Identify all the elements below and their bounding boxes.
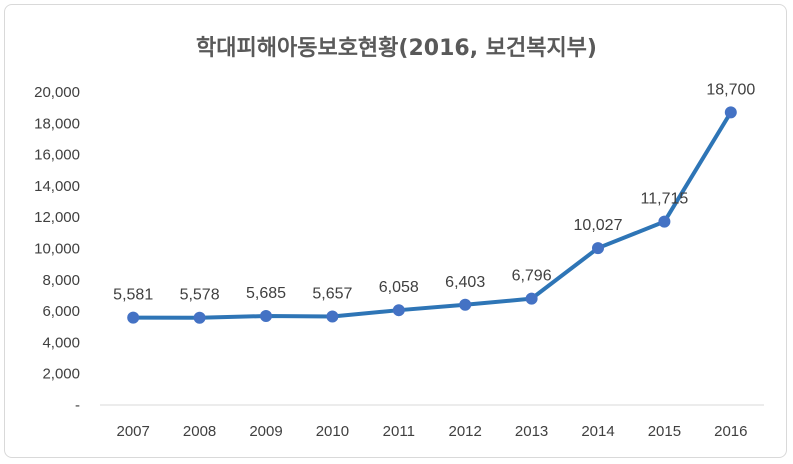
data-labels: 5,581 5,578 5,685 5,657 6,058 6,403 6,796 10,02… — [113, 81, 755, 303]
x-tick-label: 2014 — [581, 423, 614, 440]
data-label: 5,657 — [312, 285, 352, 302]
data-point — [592, 242, 604, 255]
data-point — [260, 310, 272, 323]
series-markers — [127, 106, 737, 324]
y-tick-label: 18,000 — [34, 115, 80, 132]
data-label: 5,578 — [180, 287, 220, 304]
data-label: 11,715 — [641, 191, 689, 208]
data-point — [326, 310, 339, 323]
data-label: 6,058 — [379, 279, 419, 296]
y-tick-label: 4,000 — [42, 334, 80, 351]
data-point — [127, 311, 140, 324]
x-tick-label: 2010 — [316, 423, 349, 440]
chart-frame — [4, 4, 787, 458]
x-tick-label: 2016 — [714, 423, 747, 440]
data-point — [193, 311, 206, 324]
x-tick-label: 2013 — [515, 423, 548, 440]
chart-title: 학대피해아동보호현황(2016, 보건복지부) — [196, 36, 597, 61]
data-label: 6,403 — [445, 274, 485, 291]
x-tick-label: 2009 — [249, 423, 282, 440]
data-point — [658, 215, 671, 228]
x-tick-label: 2007 — [117, 423, 150, 440]
x-axis-ticks: 2007 2008 2009 2010 2011 2012 2013 2014 2015 2016 — [117, 423, 748, 440]
y-tick-label: 2,000 — [42, 366, 80, 383]
x-tick-label: 2015 — [648, 423, 681, 440]
y-tick-label: 14,000 — [34, 178, 80, 195]
data-point — [392, 304, 405, 317]
data-label: 10,027 — [574, 217, 623, 234]
data-label: 18,700 — [706, 81, 755, 98]
y-tick-label: 8,000 — [42, 272, 80, 289]
data-label: 5,581 — [113, 287, 153, 304]
y-tick-label: 12,000 — [34, 209, 80, 226]
y-tick-label: 20,000 — [34, 84, 80, 101]
data-point — [724, 106, 737, 119]
x-tick-label: 2011 — [383, 423, 415, 440]
y-tick-label: 6,000 — [42, 303, 80, 320]
y-tick-label: - — [75, 397, 80, 414]
x-tick-label: 2008 — [183, 423, 216, 440]
data-point — [459, 298, 472, 311]
x-tick-label: 2012 — [449, 423, 482, 440]
data-point — [525, 292, 538, 305]
y-axis-ticks: - 2,000 4,000 6,000 8,000 10,000 12,000 14,000 1… — [34, 84, 80, 414]
y-tick-label: 16,000 — [34, 147, 80, 164]
series-line — [131, 110, 733, 320]
data-label: 6,796 — [512, 268, 552, 285]
data-label: 5,685 — [246, 285, 286, 302]
y-tick-label: 10,000 — [34, 241, 80, 258]
